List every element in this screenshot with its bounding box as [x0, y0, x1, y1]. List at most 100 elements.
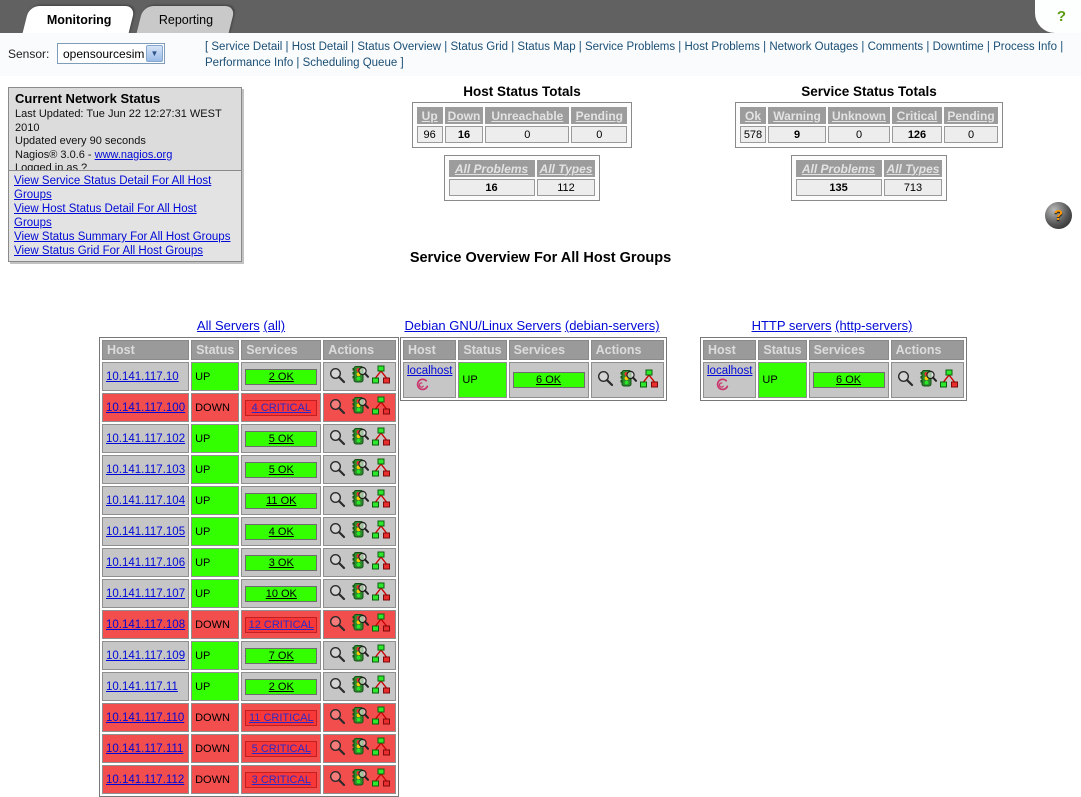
status-map-tree-icon[interactable]: [371, 737, 391, 760]
service-count-link[interactable]: 5 CRITICAL: [251, 742, 311, 755]
unreachable-link[interactable]: Unreachable: [491, 108, 564, 123]
status-map-tree-icon[interactable]: [639, 369, 659, 392]
service-details-magnifier-icon[interactable]: [328, 707, 347, 729]
ok-link[interactable]: Ok: [744, 108, 761, 123]
hostgroup-alias-link[interactable]: (debian-servers): [564, 318, 660, 333]
host-link[interactable]: 10.141.117.105: [106, 525, 186, 538]
nav-link-service-detail[interactable]: Service Detail: [211, 41, 283, 53]
all-types-link[interactable]: All Types: [539, 161, 593, 176]
hostgroup-name-link[interactable]: HTTP servers: [751, 318, 832, 333]
service-count-link[interactable]: 3 OK: [268, 556, 294, 569]
host-link[interactable]: 10.141.117.111: [106, 742, 184, 755]
service-details-magnifier-icon[interactable]: [896, 369, 915, 391]
status-traffic-light-icon[interactable]: [349, 489, 370, 512]
service-details-magnifier-icon[interactable]: [328, 521, 347, 543]
status-traffic-light-icon[interactable]: [349, 520, 370, 543]
host-link[interactable]: localhost: [407, 365, 453, 377]
status-traffic-light-icon[interactable]: [349, 613, 370, 636]
status-map-tree-icon[interactable]: [371, 427, 391, 450]
service-details-magnifier-icon[interactable]: [328, 614, 347, 636]
service-details-magnifier-icon[interactable]: [328, 552, 347, 574]
status-traffic-light-icon[interactable]: [349, 706, 370, 729]
view-link[interactable]: View Service Status Detail For All Host …: [14, 175, 212, 201]
unknown-link[interactable]: Unknown: [832, 108, 886, 123]
hostgroup-alias-link[interactable]: (all): [263, 318, 286, 333]
service-count-link[interactable]: 11 CRITICAL: [249, 711, 314, 724]
status-map-tree-icon[interactable]: [371, 706, 391, 729]
status-traffic-light-icon[interactable]: [349, 644, 370, 667]
nav-link-status-map[interactable]: Status Map: [517, 41, 576, 53]
host-link[interactable]: 10.141.117.112: [106, 773, 185, 786]
host-link[interactable]: 10.141.117.106: [106, 556, 186, 569]
status-traffic-light-icon[interactable]: [349, 396, 370, 419]
sensor-select[interactable]: opensourcesim ▼: [57, 43, 165, 64]
nav-link-downtime[interactable]: Downtime: [932, 41, 984, 53]
status-map-tree-icon[interactable]: [371, 582, 391, 605]
up-link[interactable]: Up: [421, 108, 438, 123]
status-traffic-light-icon[interactable]: [349, 737, 370, 760]
status-map-tree-icon[interactable]: [939, 369, 959, 392]
tab-reporting[interactable]: Reporting: [136, 6, 236, 33]
warning-link[interactable]: Warning: [773, 108, 821, 123]
nav-link-process-info[interactable]: Process Info: [993, 41, 1058, 53]
host-link[interactable]: 10.141.117.110: [106, 711, 185, 724]
nav-link-status-overview[interactable]: Status Overview: [357, 41, 442, 53]
service-details-magnifier-icon[interactable]: [328, 676, 347, 698]
status-map-tree-icon[interactable]: [371, 551, 391, 574]
host-link[interactable]: 10.141.117.100: [106, 401, 186, 414]
status-traffic-light-icon[interactable]: [349, 551, 370, 574]
service-count-link[interactable]: 4 CRITICAL: [251, 401, 311, 414]
service-count-link[interactable]: 5 OK: [268, 432, 294, 445]
status-map-tree-icon[interactable]: [371, 675, 391, 698]
status-map-tree-icon[interactable]: [371, 458, 391, 481]
service-count-link[interactable]: 2 OK: [268, 680, 294, 693]
service-details-magnifier-icon[interactable]: [328, 459, 347, 481]
view-link[interactable]: View Status Grid For All Host Groups: [14, 245, 203, 257]
critical-link[interactable]: Critical: [896, 108, 938, 123]
service-count-link[interactable]: 11 OK: [266, 494, 297, 507]
service-count-link[interactable]: 7 OK: [268, 649, 294, 662]
host-link[interactable]: 10.141.117.103: [106, 463, 186, 476]
host-link[interactable]: 10.141.117.107: [106, 587, 186, 600]
nav-link-scheduling-queue[interactable]: Scheduling Queue: [302, 57, 398, 69]
view-link[interactable]: View Host Status Detail For All Host Gro…: [14, 203, 197, 229]
service-details-magnifier-icon[interactable]: [328, 490, 347, 512]
svc-all-types-link[interactable]: All Types: [886, 161, 940, 176]
service-count-link[interactable]: 10 OK: [265, 587, 297, 600]
help-tab[interactable]: ?: [1035, 0, 1081, 33]
service-details-magnifier-icon[interactable]: [328, 769, 347, 791]
status-traffic-light-icon[interactable]: [349, 458, 370, 481]
service-details-magnifier-icon[interactable]: [328, 428, 347, 450]
host-link[interactable]: localhost: [707, 365, 753, 377]
hostgroup-name-link[interactable]: All Servers: [196, 318, 260, 333]
status-map-tree-icon[interactable]: [371, 520, 391, 543]
pending-link[interactable]: Pending: [575, 108, 623, 123]
host-link[interactable]: 10.141.117.10: [106, 370, 179, 383]
service-count-link[interactable]: 2 OK: [268, 370, 294, 383]
status-map-tree-icon[interactable]: [371, 489, 391, 512]
nav-link-performance-info[interactable]: Performance Info: [205, 57, 294, 69]
service-details-magnifier-icon[interactable]: [596, 369, 615, 391]
status-map-tree-icon[interactable]: [371, 365, 391, 388]
hostgroup-name-link[interactable]: Debian GNU/Linux Servers: [404, 318, 562, 333]
all-problems-link[interactable]: All Problems: [454, 161, 529, 176]
status-traffic-light-icon[interactable]: [349, 427, 370, 450]
status-map-tree-icon[interactable]: [371, 768, 391, 791]
status-traffic-light-icon[interactable]: [917, 369, 937, 392]
nav-link-service-problems[interactable]: Service Problems: [584, 41, 676, 53]
view-link[interactable]: View Status Summary For All Host Groups: [14, 231, 231, 243]
status-map-tree-icon[interactable]: [371, 396, 391, 419]
nav-link-status-grid[interactable]: Status Grid: [450, 41, 509, 53]
service-details-magnifier-icon[interactable]: [328, 397, 347, 419]
service-details-magnifier-icon[interactable]: [328, 366, 347, 388]
status-map-tree-icon[interactable]: [371, 644, 391, 667]
host-link[interactable]: 10.141.117.104: [106, 494, 186, 507]
service-details-magnifier-icon[interactable]: [328, 583, 347, 605]
nav-link-comments[interactable]: Comments: [867, 41, 924, 53]
service-details-magnifier-icon[interactable]: [328, 738, 347, 760]
help-ball-button[interactable]: ?: [1045, 202, 1072, 229]
down-link[interactable]: Down: [447, 108, 481, 123]
nagios-org-link[interactable]: www.nagios.org: [94, 148, 173, 161]
nav-link-host-problems[interactable]: Host Problems: [684, 41, 760, 53]
host-link[interactable]: 10.141.117.102: [106, 432, 186, 445]
